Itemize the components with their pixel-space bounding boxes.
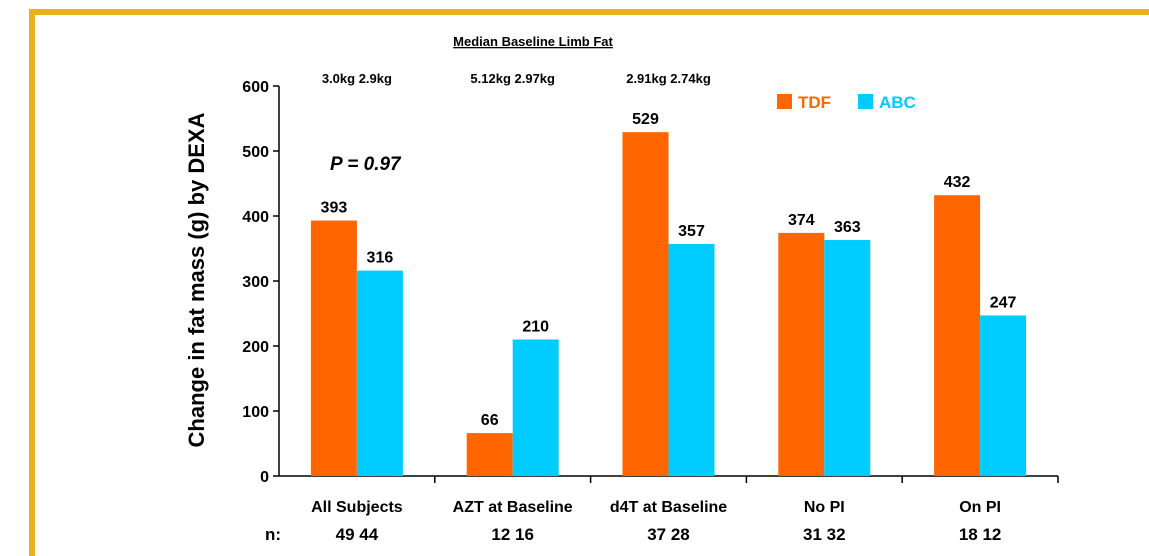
bar-abc [668, 243, 715, 476]
data-label: 316 [367, 250, 394, 267]
legend: TDF ABC [777, 93, 916, 112]
n-prefix-label: n: [265, 525, 281, 544]
legend-label-tdf: TDF [798, 93, 831, 112]
bar-abc [356, 270, 403, 476]
data-label: 529 [632, 111, 659, 128]
y-tick-label: 300 [242, 274, 269, 291]
legend-label-abc: ABC [879, 93, 916, 112]
axes: 0 100 200 300 400 500 600 Change in fat mass (g… [184, 79, 1059, 486]
y-tick-label: 500 [242, 144, 269, 161]
data-label: 210 [522, 319, 549, 336]
bar-tdf [466, 433, 513, 476]
bars [310, 132, 1027, 476]
bar-abc [512, 339, 559, 476]
data-label: 393 [321, 200, 348, 217]
bar-tdf [934, 195, 981, 476]
data-label: 432 [944, 174, 971, 191]
left-border [29, 9, 35, 556]
bar-abc [824, 240, 871, 476]
data-label: 247 [990, 294, 1017, 311]
baseline-fat-note: 5.12kg 2.97kg [470, 71, 555, 86]
x-tick-label: All Subjects [311, 499, 403, 516]
x-tick-label: No PI [804, 499, 845, 516]
n-values: 49 44 [336, 525, 379, 544]
bar-abc [980, 315, 1027, 476]
n-values: 31 32 [803, 525, 846, 544]
legend-swatch-abc [858, 94, 873, 109]
data-label: 357 [678, 223, 705, 240]
bar-tdf [622, 132, 669, 476]
data-label: 66 [481, 412, 499, 429]
y-tick-label: 400 [242, 209, 269, 226]
baseline-fat-note: 3.0kg 2.9kg [322, 71, 392, 86]
y-tick-label: 0 [260, 469, 269, 486]
baseline-fat-note: 2.91kg 2.74kg [626, 71, 711, 86]
y-axis-title: Change in fat mass (g) by DEXA [184, 112, 209, 447]
n-values: 18 12 [959, 525, 1002, 544]
bar-tdf [778, 232, 825, 476]
x-tick-label: d4T at Baseline [610, 499, 727, 516]
y-tick-label: 600 [242, 79, 269, 96]
n-values: 12 16 [491, 525, 534, 544]
data-label: 363 [834, 219, 861, 236]
x-tick-label: AZT at Baseline [453, 499, 573, 516]
labels: 393 316 All Subjects 49 44 66 210 AZT at Basel… [311, 71, 1016, 544]
y-tick-label: 100 [242, 404, 269, 421]
p-value-annotation: P = 0.97 [330, 154, 402, 175]
data-label: 374 [788, 212, 815, 229]
n-values: 37 28 [647, 525, 690, 544]
header-title: Median Baseline Limb Fat [453, 34, 613, 49]
bar-tdf [310, 220, 357, 476]
x-tick-label: On PI [959, 499, 1001, 516]
legend-swatch-tdf [777, 94, 792, 109]
top-border [29, 9, 1149, 15]
y-tick-label: 200 [242, 339, 269, 356]
